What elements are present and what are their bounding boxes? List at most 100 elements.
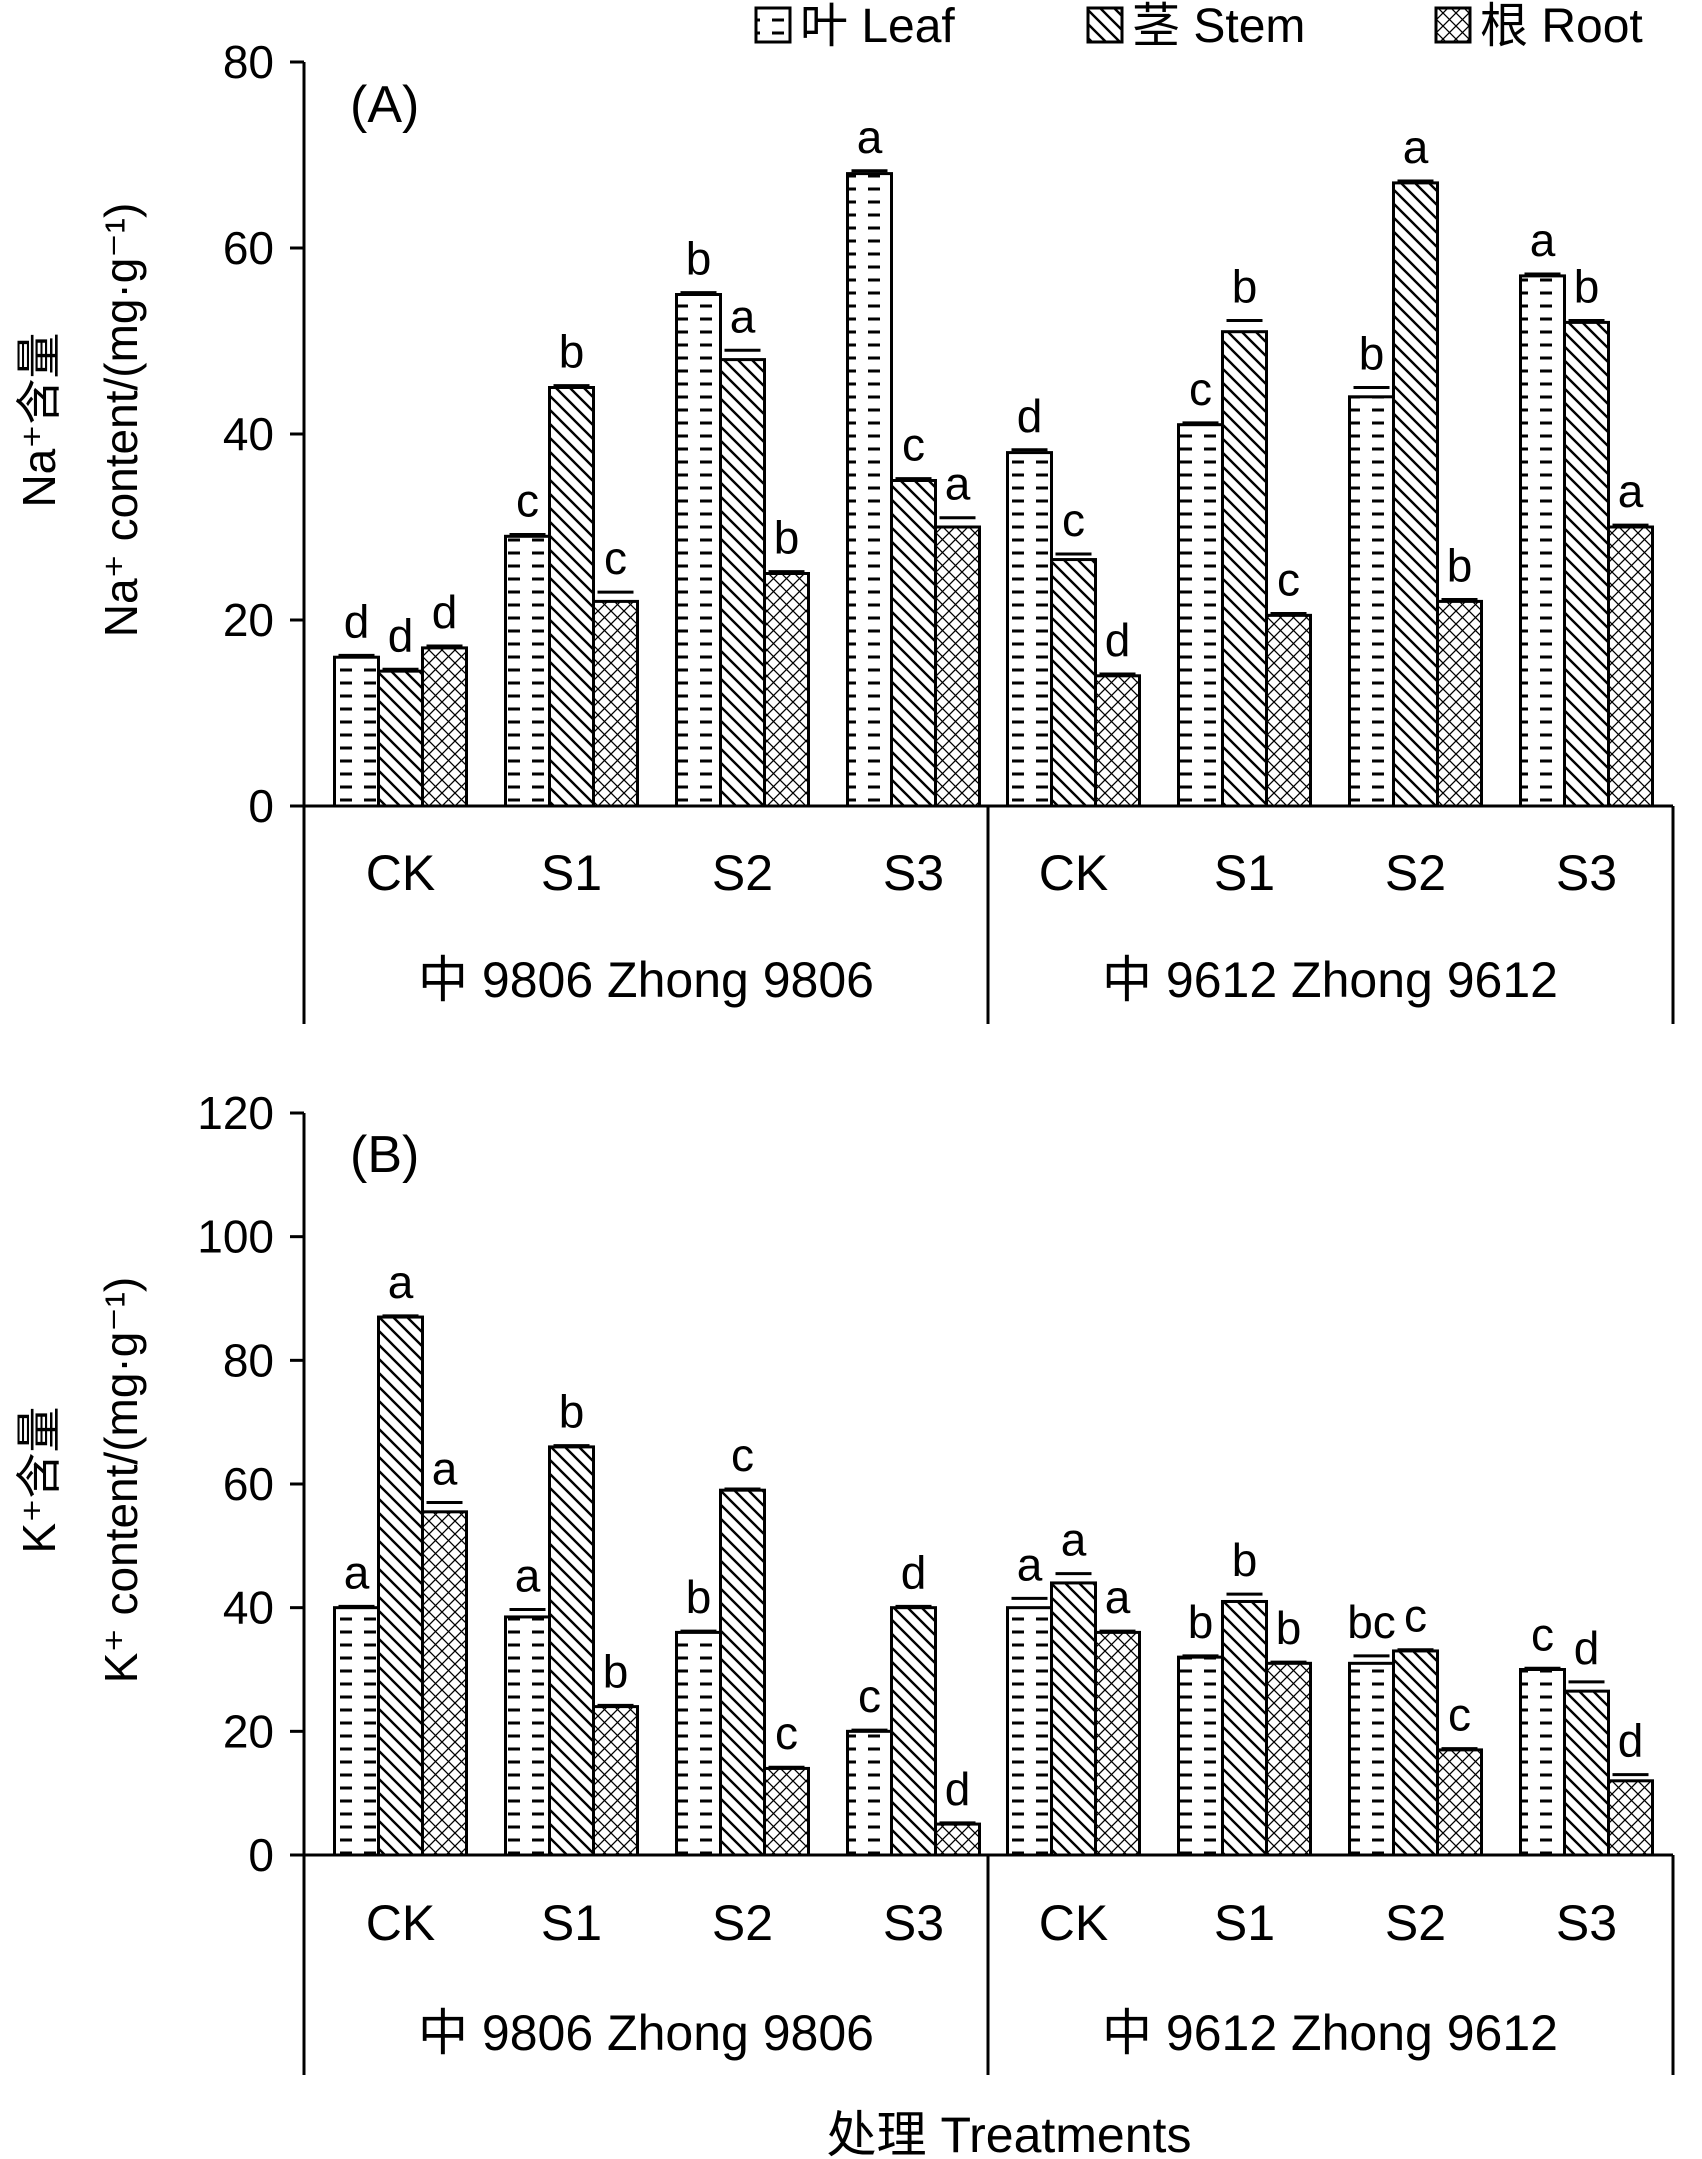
panel-a: (A)Na⁺含量 Na⁺ content/(mg·g⁻¹)020406080dcb… <box>13 36 1675 1024</box>
panel-a-bar-leaf <box>1519 274 1566 808</box>
panel-b-letter-root: a <box>1105 1571 1131 1623</box>
panel-b-letter-stem: c <box>731 1429 754 1481</box>
panel-b-bar-root <box>592 1705 639 1857</box>
panel-a-letter-stem: a <box>730 290 756 342</box>
legend-swatch-stem <box>1086 6 1124 44</box>
panel-a-bar-root <box>934 525 981 808</box>
panel-b-bar-root <box>934 1822 981 1857</box>
panel-a-letter-stem: c <box>1062 494 1085 546</box>
panel-b-y-tick-label: 120 <box>197 1087 274 1139</box>
panel-b-letter-stem: a <box>388 1256 414 1308</box>
panel-b-letter-root: d <box>1618 1715 1644 1767</box>
panel-a-letter-leaf: c <box>1189 363 1212 415</box>
panel-a-letter-stem: b <box>559 326 585 378</box>
panel-a-ylabel-cn: Na⁺含量 <box>13 332 65 507</box>
panel-b: (B) K⁺含量 K⁺ content/(mg·g⁻¹) 0 20 40 60 80 100 12… <box>13 1087 1675 2075</box>
panel-a-letter-leaf: d <box>344 595 370 647</box>
panel-b-category-label: CK <box>366 1895 435 1951</box>
panel-a-y-tick-label: 20 <box>223 594 274 646</box>
panel-a-bar-leaf <box>1006 451 1053 808</box>
panel-b-bar-root <box>421 1510 468 1857</box>
panel-b-category-label: S1 <box>541 1895 602 1951</box>
panel-b-letter-leaf: a <box>344 1546 370 1598</box>
panel-a-y-tick-label: 0 <box>248 780 274 832</box>
panel-a-bar-leaf <box>1348 395 1395 808</box>
panel-a-letter-stem: d <box>388 609 414 661</box>
panel-a-bar-stem <box>1392 181 1439 808</box>
panel-b-letter-stem: d <box>901 1546 927 1598</box>
panel-b-bar-stem <box>1221 1599 1268 1857</box>
panel-b-category-label: S2 <box>1385 1895 1446 1951</box>
legend-swatch-leaf <box>754 6 792 44</box>
panel-a-category-label: CK <box>1039 845 1108 901</box>
panel-a-y-tick-label: 60 <box>223 222 274 274</box>
panel-b-category-label: S1 <box>1214 1895 1275 1951</box>
panel-a-letter-leaf: b <box>686 233 712 285</box>
panel-a-group-label: 中 9806 Zhong 9806 <box>418 952 874 1008</box>
panel-a-bar-leaf <box>333 655 380 808</box>
legend-item-leaf: 叶 Leaf <box>754 0 955 53</box>
panel-b-bar-stem <box>1563 1689 1610 1857</box>
panel-a-bar-stem <box>1221 330 1268 808</box>
panel-a-letter-root: d <box>432 586 458 638</box>
panel-a-category-label: S1 <box>1214 845 1275 901</box>
panel-b-letter-leaf: b <box>1188 1596 1214 1648</box>
panel-b-bar-leaf <box>1348 1661 1395 1857</box>
panel-a-letter-root: d <box>1105 614 1131 666</box>
panel-b-letter-leaf: bc <box>1347 1596 1396 1648</box>
panel-a-bar-stem <box>890 479 937 808</box>
panel-a-category-label: S1 <box>541 845 602 901</box>
legend-item-root: 根 Root <box>1434 0 1643 53</box>
panel-a-bar-leaf <box>1177 423 1224 808</box>
panel-b-ylabel-cn: K⁺含量 <box>13 1407 65 1554</box>
legend-label-leaf: 叶 Leaf <box>800 0 955 53</box>
panel-b-bar-root <box>763 1766 810 1857</box>
panel-b-bar-root <box>1607 1779 1654 1857</box>
panel-a-letter-root: c <box>604 532 627 584</box>
panel-b-letter-stem: c <box>1404 1590 1427 1642</box>
panel-a-bar-root <box>1436 599 1483 808</box>
panel-a-letter-stem: c <box>902 419 925 471</box>
panel-b-letter-root: b <box>1276 1602 1302 1654</box>
panel-a-bar-stem <box>719 358 766 808</box>
panel-a-letter-stem: a <box>1403 121 1429 173</box>
panel-a-letter-leaf: c <box>516 474 539 526</box>
panel-a-bar-stem <box>1563 320 1610 808</box>
panel-b-group-label: 中 9806 Zhong 9806 <box>418 2005 874 2061</box>
panel-a-category-label: S3 <box>883 845 944 901</box>
panel-b-letter-root: b <box>603 1645 629 1697</box>
panel-b-letter-leaf: a <box>515 1550 541 1602</box>
panel-a-letter-stem: b <box>1232 261 1258 313</box>
panel-b-category-label: CK <box>1039 1895 1108 1951</box>
panel-b-bar-leaf <box>1519 1668 1566 1857</box>
panel-b-letter-root: c <box>1448 1689 1471 1741</box>
panel-b-y-tick-label: 60 <box>223 1458 274 1510</box>
panel-a-category-label: S2 <box>1385 845 1446 901</box>
legend-item-stem: 茎 Stem <box>1086 0 1305 53</box>
x-axis-title: 处理 Treatments <box>827 2107 1192 2159</box>
panel-b-y-tick-label: 80 <box>223 1334 274 1386</box>
panel-b-category-label: S2 <box>712 1895 773 1951</box>
panel-b-letter-leaf: c <box>1531 1608 1554 1660</box>
panel-b-bar-leaf <box>1177 1655 1224 1857</box>
panel-b-letter-leaf: b <box>686 1571 712 1623</box>
panel-b-bar-leaf <box>504 1615 551 1857</box>
panel-a-bar-root <box>421 646 468 808</box>
panel-b-ylabel-en: K⁺ content/(mg·g⁻¹) <box>95 1277 147 1683</box>
panel-a-bar-root <box>1265 613 1312 808</box>
panel-b-letter-stem: a <box>1061 1514 1087 1566</box>
panel-a-letter-leaf: a <box>857 111 883 163</box>
panel-a-bar-stem <box>377 669 424 808</box>
legend-label-stem: 茎 Stem <box>1132 0 1305 53</box>
panel-b-bar-leaf <box>675 1630 722 1857</box>
panel-a-letter-leaf: a <box>1530 214 1556 266</box>
panel-b-letter-stem: b <box>559 1386 585 1438</box>
panel-a-category-label: CK <box>366 845 435 901</box>
panel-a-bar-root <box>1607 525 1654 808</box>
panel-a-bar-stem <box>548 386 595 808</box>
legend-label-root: 根 Root <box>1480 0 1643 53</box>
panel-a-letter-root: a <box>1618 465 1644 517</box>
panel-a-letter-root: c <box>1277 553 1300 605</box>
panel-b-y-tick-label: 20 <box>223 1705 274 1757</box>
